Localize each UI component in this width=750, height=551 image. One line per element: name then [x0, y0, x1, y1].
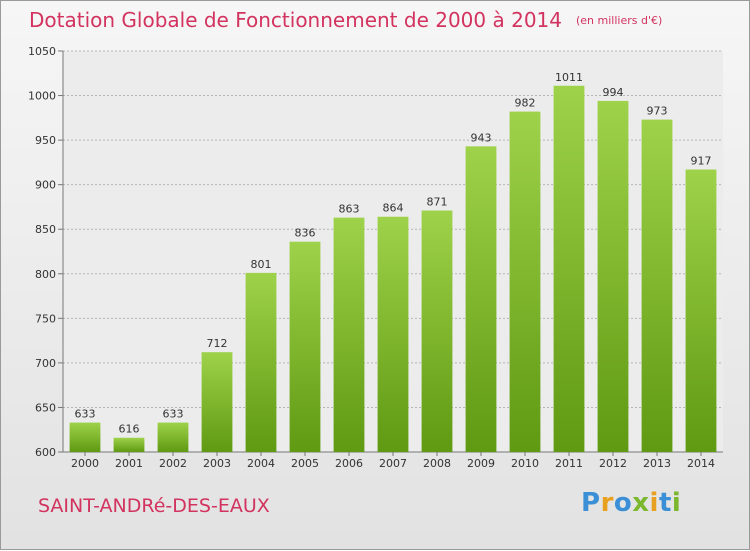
logo-letter: i	[649, 488, 659, 518]
x-tick-label-2000: 2000	[71, 457, 99, 470]
bar-2008	[421, 210, 453, 452]
data-label-2006: 863	[339, 203, 360, 216]
data-label-2013: 973	[647, 105, 668, 118]
y-tick-label: 800	[35, 268, 56, 281]
x-tick-label-2007: 2007	[379, 457, 407, 470]
x-tick-label-2014: 2014	[687, 457, 715, 470]
data-label-2004: 801	[251, 258, 272, 271]
x-tick-label-2013: 2013	[643, 457, 671, 470]
chart-title-text: Dotation Globale de Fonctionnement de 20…	[29, 8, 562, 32]
y-tick-label: 700	[35, 357, 56, 370]
x-tick-label-2011: 2011	[555, 457, 583, 470]
logo-letter: t	[658, 488, 672, 518]
x-tick-label-2003: 2003	[203, 457, 231, 470]
x-tick-label-2001: 2001	[115, 457, 143, 470]
data-label-2007: 864	[383, 202, 404, 215]
bar-2012	[597, 100, 629, 452]
logo-letter: i	[671, 488, 682, 518]
x-tick-label-2012: 2012	[599, 457, 627, 470]
y-tick-label: 1000	[28, 90, 56, 103]
bar-2002	[157, 422, 189, 452]
data-label-2003: 712	[207, 337, 228, 350]
data-label-2014: 917	[691, 155, 712, 168]
bar-2000	[69, 422, 101, 452]
x-tick-label-2009: 2009	[467, 457, 495, 470]
logo-letter: x	[632, 488, 650, 518]
x-tick-label-2004: 2004	[247, 457, 275, 470]
data-label-2002: 633	[163, 408, 184, 421]
data-label-2012: 994	[603, 86, 624, 99]
y-tick-label: 900	[35, 179, 56, 192]
y-tick-label: 850	[35, 223, 56, 236]
data-label-2009: 943	[471, 131, 492, 144]
y-tick-label: 600	[35, 446, 56, 459]
x-tick-label-2002: 2002	[159, 457, 187, 470]
bar-2005	[289, 241, 321, 452]
bar-2009	[465, 146, 497, 453]
chart-unit: (en milliers d'€)	[576, 14, 663, 27]
y-tick-label: 1050	[28, 45, 56, 58]
y-tick-label: 650	[35, 401, 56, 414]
data-label-2011: 1011	[555, 71, 583, 84]
x-tick-label-2006: 2006	[335, 457, 363, 470]
data-label-2000: 633	[75, 408, 96, 421]
data-label-2010: 982	[515, 97, 536, 110]
x-tick-label-2010: 2010	[511, 457, 539, 470]
bar-2003	[201, 352, 233, 452]
data-label-2008: 871	[427, 196, 448, 209]
y-tick-label: 750	[35, 312, 56, 325]
bar-2007	[377, 216, 409, 452]
logo-letter: P	[581, 488, 601, 518]
bar-2014	[685, 169, 717, 453]
y-tick-label: 950	[35, 134, 56, 147]
x-tick-label-2005: 2005	[291, 457, 319, 470]
bar-2004	[245, 272, 277, 452]
data-label-2005: 836	[295, 227, 316, 240]
x-tick-label-2008: 2008	[423, 457, 451, 470]
commune-name: SAINT-ANDRé-DES-EAUX	[38, 495, 270, 517]
logo-letter: r	[600, 488, 614, 518]
data-label-2001: 616	[119, 423, 140, 436]
proxiti-logo: Proxiti	[581, 488, 681, 518]
logo-letter: o	[613, 488, 633, 518]
bar-2011	[553, 85, 585, 453]
bar-2013	[641, 119, 673, 453]
bar-2010	[509, 111, 541, 453]
bar-2001	[113, 437, 145, 452]
chart-title: Dotation Globale de Fonctionnement de 20…	[29, 8, 662, 32]
bar-2006	[333, 217, 365, 452]
